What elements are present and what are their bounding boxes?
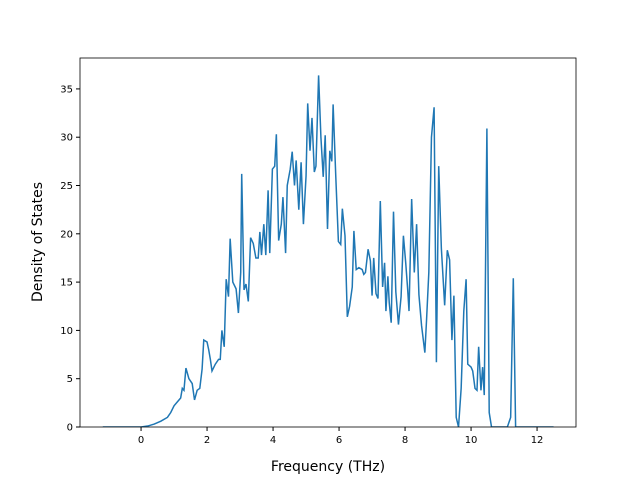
y-tick-label: 5	[67, 374, 73, 385]
y-axis-label: Density of States	[30, 182, 46, 302]
y-tick-label: 15	[60, 278, 73, 289]
x-tick-label: 0	[138, 435, 144, 446]
x-tick-label: 2	[204, 435, 210, 446]
y-tick-label: 35	[60, 84, 73, 95]
x-tick-label: 4	[270, 435, 276, 446]
y-tick-label: 30	[60, 133, 73, 144]
x-tick-label: 12	[531, 435, 544, 446]
y-tick-label: 10	[60, 326, 73, 337]
x-tick-label: 8	[402, 435, 408, 446]
y-tick-label: 25	[60, 181, 73, 192]
y-tick-label: 20	[60, 229, 73, 240]
x-tick-label: 6	[336, 435, 342, 446]
x-tick-label: 10	[465, 435, 478, 446]
line	[102, 75, 554, 427]
x-axis-label: Frequency (THz)	[271, 459, 385, 475]
plot-frame	[79, 57, 577, 428]
y-tick-label: 0	[67, 423, 73, 434]
